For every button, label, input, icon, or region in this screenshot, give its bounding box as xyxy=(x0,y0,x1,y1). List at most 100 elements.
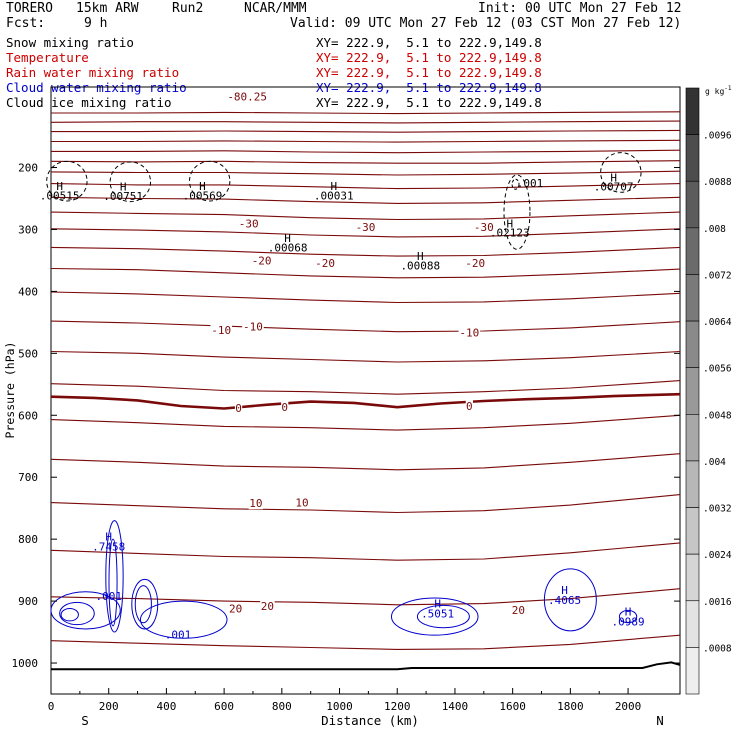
cloud-ice-high-marker-4: H xyxy=(284,232,291,245)
legend-name-rain: Rain water mixing ratio xyxy=(6,65,180,80)
colorbar-label-1: .0088 xyxy=(703,177,732,188)
isotherm-label-13: 10 xyxy=(249,497,262,510)
isotherm-label-8: -10 xyxy=(243,321,263,334)
cloud-water-max-label-3: .5051 xyxy=(421,607,454,620)
isotherm-21 xyxy=(50,588,681,606)
terrain-surface-line xyxy=(51,661,681,671)
y-tick-label-200: 200 xyxy=(18,162,38,175)
isotherm-label-bg-6 xyxy=(464,256,486,269)
cloud-ice-high-marker-5: H xyxy=(417,250,424,263)
cloud-water-high-marker-5: H xyxy=(625,606,632,619)
cloud-ice-contour-7 xyxy=(600,152,642,193)
colorbar-label-0: .0096 xyxy=(703,131,732,142)
y-tick-label-1000: 1000 xyxy=(12,657,39,670)
isotherm-label-5: -20 xyxy=(315,257,335,270)
isotherm-label-bg-10 xyxy=(234,401,243,414)
isotherm-label-bg-15 xyxy=(228,602,243,615)
colorbar-label-8: .0032 xyxy=(703,504,732,515)
isotherm-4 xyxy=(51,149,681,154)
y-tick-label-900: 900 xyxy=(18,595,38,608)
isotherm-label-3: -30 xyxy=(474,221,494,234)
legend-xy-cloud-ice: XY= 222.9, 5.1 to 222.9,149.8 xyxy=(316,95,542,110)
isotherm-3 xyxy=(51,139,681,143)
plot-frame xyxy=(50,86,681,695)
colorbar-swatch-1 xyxy=(685,134,700,182)
isotherm-13 xyxy=(50,291,681,304)
isotherm-2 xyxy=(51,129,681,133)
isotherm-18 xyxy=(50,453,681,471)
isotherm-5 xyxy=(50,160,681,164)
cloud-ice-contour-6 xyxy=(503,174,531,250)
isotherm-label-bg-7 xyxy=(210,323,233,336)
cloud-ice-max-label-6: .02123 xyxy=(490,227,530,240)
cloud-water-contour-0 xyxy=(50,591,121,630)
cloud-water-contour-8 xyxy=(390,597,479,636)
isotherm-6 xyxy=(50,170,681,176)
isotherm-7 xyxy=(50,183,681,190)
isotherm-label-10: 0 xyxy=(235,402,242,415)
isotherm-label-11: 0 xyxy=(281,401,288,414)
cloud-water-max-label-1: .001 xyxy=(95,590,122,603)
colorbar-swatch-4 xyxy=(685,274,700,322)
forecast-label: Fcst: xyxy=(6,16,46,31)
cloud-ice-high-marker-6: H xyxy=(506,217,513,230)
y-tick-label-600: 600 xyxy=(18,409,38,422)
x-tick-label-1000: 1000 xyxy=(326,700,353,713)
y-tick-label-800: 800 xyxy=(18,533,38,546)
isotherm-label-15: 20 xyxy=(229,603,242,616)
isotherm-16 xyxy=(50,380,681,395)
colorbar-swatch-10 xyxy=(685,553,700,602)
isotherm-label-bg-5 xyxy=(314,256,336,269)
legend-name-cloud-ice: Cloud ice mixing ratio xyxy=(6,95,172,110)
x-tick-label-0: 0 xyxy=(48,700,55,713)
isotherm-label-bg-17 xyxy=(511,603,526,616)
colorbar-unit-exponent: -1 xyxy=(724,85,732,92)
isotherm-label-bg-4 xyxy=(250,254,273,267)
isotherm-label-12: 0 xyxy=(466,400,473,413)
isotherm-label-6: -20 xyxy=(465,257,485,270)
x-tick-label-800: 800 xyxy=(272,700,292,713)
snow-contour-0 xyxy=(511,178,520,190)
x-tick-label-2000: 2000 xyxy=(615,700,642,713)
isotherm-19 xyxy=(50,494,681,514)
x-tick-label-1400: 1400 xyxy=(442,700,469,713)
cloud-ice-max-label-3: .00031 xyxy=(314,189,354,202)
x-axis-north-label: N xyxy=(656,713,664,728)
isotherm-12 xyxy=(50,267,681,279)
colorbar: .0096 .0088 .008 .0072 .0064 .0056 .0048 .004 .0… xyxy=(685,87,732,695)
colorbar-swatch-0 xyxy=(685,87,700,135)
legend-xy-temperature: XY= 222.9, 5.1 to 222.9,149.8 xyxy=(316,50,542,65)
isotherm-label-14: 10 xyxy=(295,497,308,510)
isotherm-1 xyxy=(50,120,681,124)
x-axis-south-label: S xyxy=(81,713,89,728)
cloud-ice-high-marker-1: H xyxy=(120,181,127,194)
valid-time: Valid: 09 UTC Mon 27 Feb 12 (03 CST Mon … xyxy=(290,16,682,31)
colorbar-swatch-5 xyxy=(685,320,700,368)
isotherm-20 xyxy=(50,542,681,561)
axes: 0 200 400 600 800 1000 1200 1400 1600 1800 2000200… xyxy=(12,162,680,713)
cloud-ice-high-marker-2: H xyxy=(199,180,206,193)
x-axis-label: Distance (km) xyxy=(321,713,419,728)
cloud-ice-max-label-7: .00707 xyxy=(594,181,634,194)
cloud-ice-max-label-4: .00068 xyxy=(268,241,308,254)
isotherm-8 xyxy=(50,196,681,204)
isotherm-label-bg-14 xyxy=(294,496,310,509)
x-tick-label-1600: 1600 xyxy=(499,700,526,713)
init-time: Init: 00 UTC Mon 27 Feb 12 xyxy=(478,1,682,16)
isotherm-label-bg-2 xyxy=(354,220,377,233)
isotherm-label-7: -10 xyxy=(211,324,231,337)
colorbar-swatch-7 xyxy=(685,414,700,462)
isotherm-15 xyxy=(50,350,681,363)
legend-name-temperature: Temperature xyxy=(6,50,89,65)
x-tick-label-1800: 1800 xyxy=(557,700,584,713)
isotherm-label-bg-1 xyxy=(237,217,260,230)
isotherm-label-9: -10 xyxy=(459,326,479,339)
legend-name-snow: Snow mixing ratio xyxy=(6,35,134,50)
cloud-water-contour-11 xyxy=(618,609,638,624)
isotherm-label-bg-9 xyxy=(458,326,481,339)
cloud-water-high-marker-3: H xyxy=(434,598,441,611)
cloud-water-max-label-4: .4065 xyxy=(548,594,581,607)
isotherm-label-16: 20 xyxy=(261,600,274,613)
